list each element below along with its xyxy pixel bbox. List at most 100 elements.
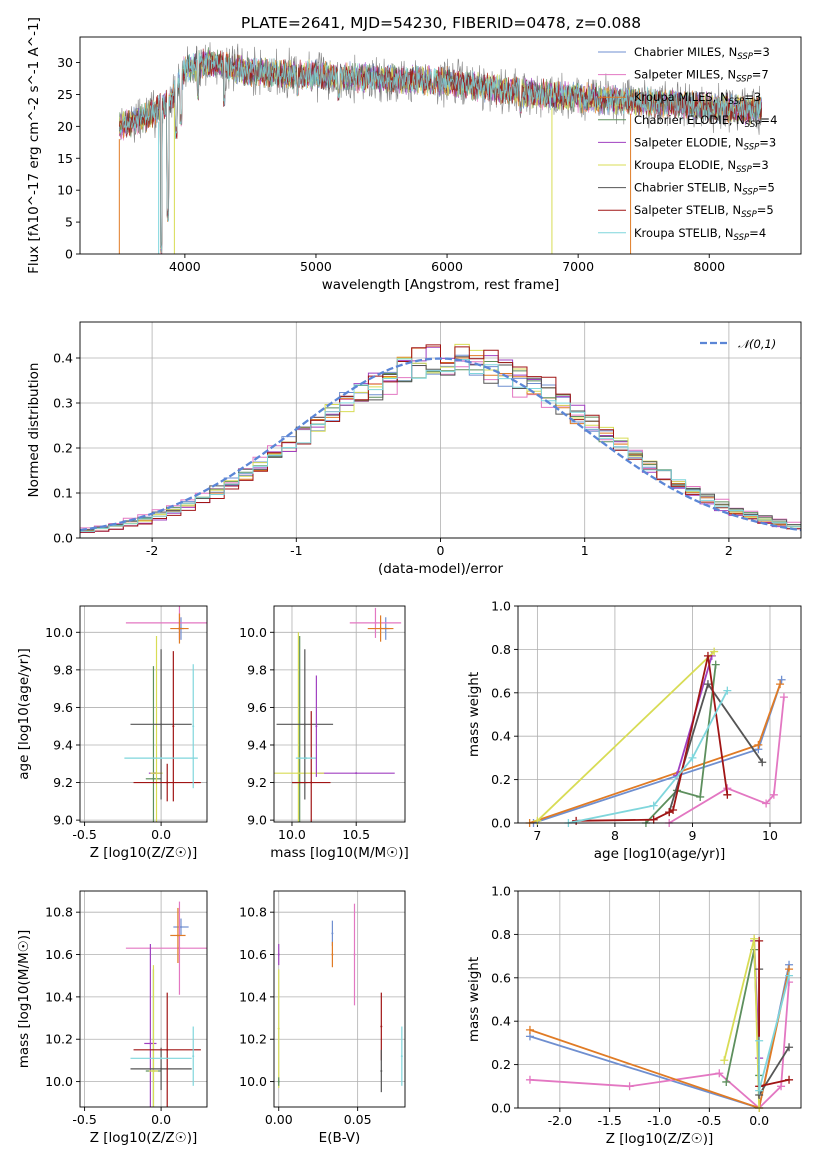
y-tick-label: 0.1 bbox=[53, 486, 73, 501]
plus-marker bbox=[703, 680, 712, 689]
y-axis-label: Normed distribution bbox=[26, 363, 42, 498]
legend-name: Chabrier MILES bbox=[634, 45, 721, 59]
y-tick-label: 30 bbox=[57, 55, 73, 70]
y-axis-label: age [log10(age/yr)] bbox=[16, 648, 32, 780]
y-tick-label: 9.4 bbox=[247, 737, 267, 752]
x-tick-label: 7 bbox=[533, 828, 541, 843]
x-tick-label: -0.5 bbox=[697, 1113, 721, 1128]
data-point bbox=[277, 1080, 280, 1083]
y-tick-label: 10.0 bbox=[239, 1074, 267, 1089]
data-point bbox=[331, 953, 334, 956]
x-tick-label: 10 bbox=[762, 828, 778, 843]
data-point bbox=[380, 1025, 383, 1028]
plus-marker bbox=[750, 934, 759, 943]
age-vs-mass-panel: 10.0 10.5 9.0 9.2 9.4 9.6 9.8 10.0 mass [log10(M… bbox=[239, 605, 409, 861]
data-point bbox=[380, 1070, 383, 1072]
x-tick-label: -0.5 bbox=[72, 827, 96, 842]
legend-entry: Kroupa ELODIE, NSSP=3 bbox=[634, 158, 769, 175]
plus-marker bbox=[696, 792, 705, 801]
data-point bbox=[160, 723, 163, 726]
plus-marker bbox=[777, 675, 786, 684]
y-axis-label: mass [log10(M/M☉)] bbox=[16, 930, 32, 1069]
plus-marker bbox=[723, 686, 732, 695]
y-tick-label: 0.6 bbox=[491, 685, 511, 700]
legend-n-value: 3 bbox=[761, 158, 768, 172]
y-tick-label: 0.4 bbox=[491, 1014, 511, 1029]
y-tick-label: 0.6 bbox=[491, 970, 511, 985]
legend-n-prefix: , N bbox=[720, 68, 736, 82]
y-tick-label: 0.0 bbox=[53, 531, 73, 546]
legend-n-eq: = bbox=[759, 135, 769, 149]
y-tick-label: 9.8 bbox=[53, 662, 73, 677]
plus-marker bbox=[720, 1056, 729, 1065]
plus-marker bbox=[754, 740, 763, 749]
legend-n-value: 7 bbox=[761, 68, 768, 82]
mass-vs-ebv-panel: 0.00 0.05 10.0 10.2 10.4 10.6 10.8 E(B-V) bbox=[239, 890, 406, 1146]
data-point bbox=[166, 1048, 169, 1051]
legend-n-eq: = bbox=[753, 45, 763, 59]
y-tick-label: 0.2 bbox=[53, 441, 73, 456]
x-axis-label: age [log10(age/yr)] bbox=[594, 846, 726, 862]
x-axis-label: E(B-V) bbox=[319, 1130, 361, 1146]
y-tick-label: 0.2 bbox=[491, 1057, 511, 1072]
residuals-panel: -2 -1 0 1 2 0.0 0.1 0.2 0.3 0.4 (data-model)/error… bbox=[26, 321, 802, 577]
legend-n-subscript: SSP bbox=[741, 210, 757, 220]
legend-n-subscript: SSP bbox=[736, 165, 752, 175]
plus-marker bbox=[755, 1036, 764, 1045]
data-point bbox=[155, 772, 158, 775]
legend-n-value: 4 bbox=[770, 113, 777, 127]
legend-entry: Salpeter MILES, NSSP=7 bbox=[634, 68, 769, 85]
legend-n-eq: = bbox=[749, 226, 759, 240]
plus-marker bbox=[769, 790, 778, 799]
x-tick-label: 8 bbox=[611, 828, 619, 843]
axes-frame bbox=[79, 890, 208, 1108]
axes-frame bbox=[79, 321, 802, 539]
y-tick-label: 0.8 bbox=[491, 642, 511, 657]
legend-n-value: 4 bbox=[759, 226, 766, 240]
x-tick-label: 0 bbox=[437, 543, 445, 558]
y-tick-label: 10.4 bbox=[239, 989, 267, 1004]
legend-name: Kroupa STELIB bbox=[634, 226, 718, 240]
axes-frame bbox=[273, 890, 406, 1108]
legend-n-value: 3 bbox=[763, 45, 770, 59]
mass-weight-line bbox=[725, 949, 760, 1083]
y-tick-label: 10.4 bbox=[45, 989, 73, 1004]
y-tick-label: 15 bbox=[57, 151, 73, 166]
y-tick-label: 0.4 bbox=[491, 729, 511, 744]
mass-vs-metallicity-panel: -0.5 0.0 10.0 10.2 10.4 10.6 10.8 Z [log10(Z/Z☉… bbox=[16, 890, 208, 1146]
y-tick-label: 9.2 bbox=[247, 775, 267, 790]
y-tick-label: 0.2 bbox=[491, 772, 511, 787]
legend-entry: Chabrier ELODIE, NSSP=4 bbox=[634, 113, 777, 130]
y-tick-label: 10.8 bbox=[45, 905, 73, 920]
legend-name: Kroupa MILES bbox=[634, 90, 713, 104]
y-tick-label: 20 bbox=[57, 119, 73, 134]
x-tick-label: -1.0 bbox=[647, 1113, 671, 1128]
data-point bbox=[310, 781, 313, 784]
y-tick-label: 0.0 bbox=[491, 816, 511, 831]
data-point bbox=[277, 1027, 280, 1030]
y-tick-label: 10.0 bbox=[239, 625, 267, 640]
mass-weight-line bbox=[529, 982, 790, 1108]
legend-n-subscript: SSP bbox=[737, 52, 753, 62]
data-point bbox=[166, 781, 169, 784]
legend-entry: 𝒩(0,1) bbox=[738, 337, 776, 351]
residual-histogram bbox=[80, 344, 801, 535]
x-axis-label: Z [log10(Z/Z☉)] bbox=[606, 1131, 714, 1147]
y-tick-label: 10.0 bbox=[45, 625, 73, 640]
plus-marker bbox=[779, 693, 788, 702]
figure-title: PLATE=2641, MJD=54230, FIBERID=0478, z=0… bbox=[241, 14, 641, 32]
data-point bbox=[400, 1055, 403, 1058]
data-point bbox=[305, 757, 308, 760]
y-tick-label: 1.0 bbox=[491, 884, 511, 899]
axes-frame bbox=[79, 36, 802, 255]
y-tick-label: 9.0 bbox=[53, 813, 73, 828]
legend-entry: Chabrier STELIB, NSSP=5 bbox=[634, 181, 775, 198]
data-point bbox=[192, 725, 195, 728]
legend-n-value: 5 bbox=[766, 203, 773, 217]
data-point bbox=[178, 947, 181, 950]
legend-entry: Kroupa STELIB, NSSP=4 bbox=[634, 226, 766, 243]
x-tick-label: 0.00 bbox=[265, 1112, 293, 1127]
legend-n-subscript: SSP bbox=[744, 142, 760, 152]
legend-n-subscript: SSP bbox=[729, 97, 745, 107]
y-tick-label: 5 bbox=[65, 215, 73, 230]
